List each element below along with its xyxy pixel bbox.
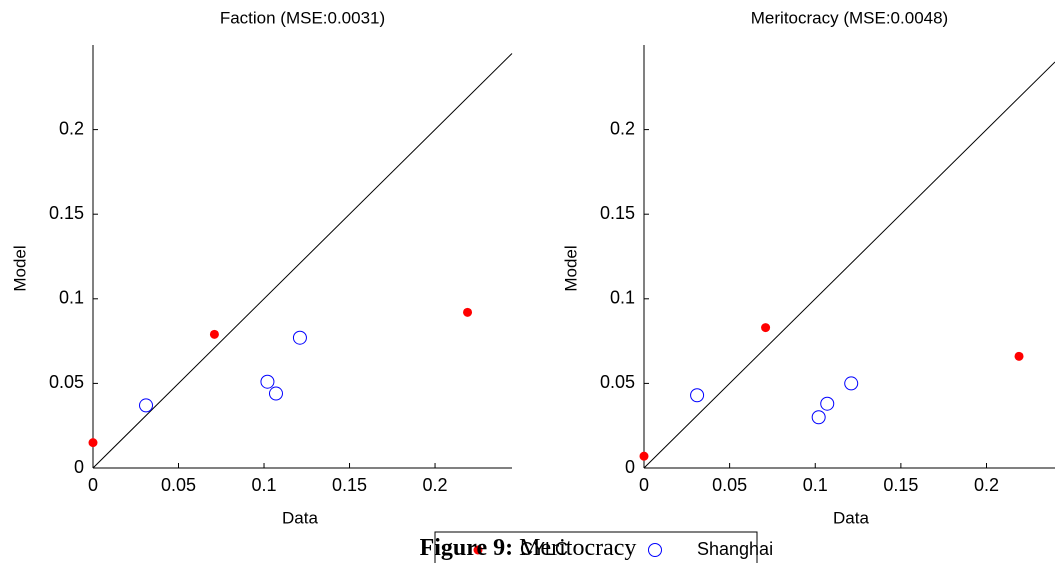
- x-axis-label: Data: [833, 508, 869, 527]
- point: [761, 323, 771, 333]
- legend-label: Shanghai: [697, 539, 773, 559]
- x-tick-label: 0.1: [803, 475, 828, 495]
- y-tick-label: 0.15: [600, 203, 635, 223]
- caption-label: Figure 9:: [420, 535, 514, 561]
- point: [268, 386, 283, 401]
- y-tick-label: 0: [625, 457, 635, 477]
- y-tick-label: 0.15: [49, 203, 84, 223]
- legend-marker: [648, 543, 662, 557]
- x-tick-label: 0.15: [883, 475, 918, 495]
- y-tick-label: 0: [74, 457, 84, 477]
- point: [260, 374, 275, 389]
- x-tick-label: 0.05: [161, 475, 196, 495]
- x-tick-label: 0: [639, 475, 649, 495]
- chart-title: Faction (MSE:0.0031): [220, 8, 385, 27]
- x-tick-label: 0.1: [252, 475, 277, 495]
- y-tick-label: 0.2: [610, 118, 635, 138]
- point: [844, 376, 859, 391]
- point: [139, 398, 154, 413]
- y-tick-label: 0.1: [59, 288, 84, 308]
- legend-label: CYLC: [520, 539, 568, 559]
- x-axis-label: Data: [282, 508, 318, 527]
- chart-title: Meritocracy (MSE:0.0048): [751, 8, 948, 27]
- point: [820, 396, 835, 411]
- point: [811, 410, 826, 425]
- x-tick-label: 0: [88, 475, 98, 495]
- point: [1014, 351, 1024, 361]
- y-axis-label: Model: [10, 245, 29, 291]
- point: [209, 329, 219, 339]
- point: [88, 438, 98, 448]
- y-tick-label: 0.1: [610, 288, 635, 308]
- point: [639, 451, 649, 461]
- point: [690, 388, 705, 403]
- y-axis-label: Model: [561, 245, 580, 291]
- x-tick-label: 0.2: [974, 475, 999, 495]
- y-tick-label: 0.2: [59, 118, 84, 138]
- legend-box: [434, 531, 758, 563]
- x-tick-label: 0.2: [423, 475, 448, 495]
- point: [292, 330, 307, 345]
- y-tick-label: 0.05: [600, 372, 635, 392]
- reference-line: [92, 53, 513, 469]
- point: [463, 307, 473, 317]
- caption: Figure 9: Meritocracy: [420, 535, 637, 561]
- reference-line: [643, 61, 1055, 469]
- x-tick-label: 0.05: [712, 475, 747, 495]
- y-tick-label: 0.05: [49, 372, 84, 392]
- caption-text: Meritocracy: [519, 535, 636, 561]
- x-tick-label: 0.15: [332, 475, 367, 495]
- legend-marker: [473, 545, 483, 555]
